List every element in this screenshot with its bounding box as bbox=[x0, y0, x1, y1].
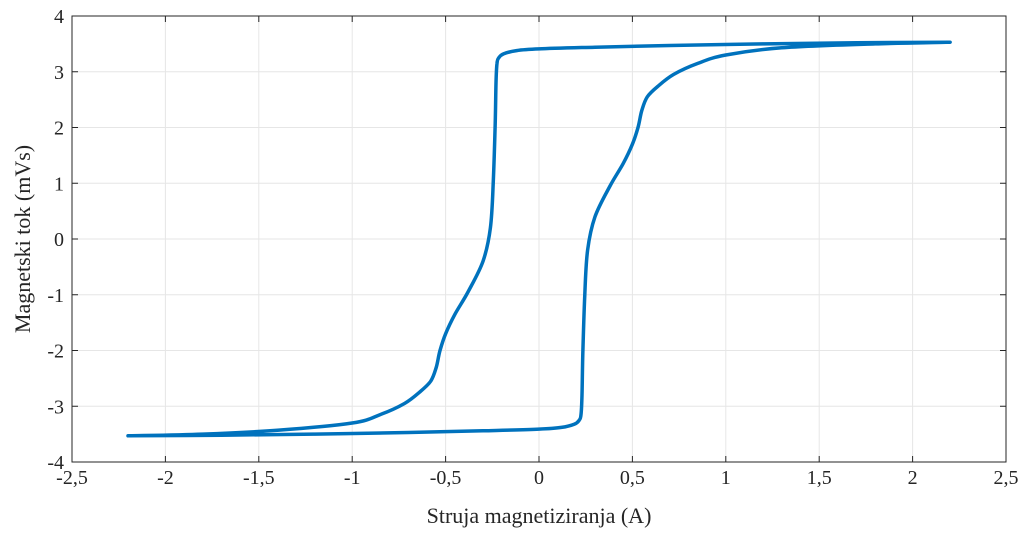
x-tick-labels: -2,5 -2 -1,5 -1 -0,5 0 0,5 1 1,5 2 2,5 bbox=[56, 467, 1018, 489]
y-tick-label: -3 bbox=[47, 396, 64, 418]
x-tick-label: 1 bbox=[721, 467, 731, 489]
x-tick-label: 2,5 bbox=[994, 467, 1019, 489]
y-tick-label: -1 bbox=[47, 285, 64, 307]
x-tick-label: 2 bbox=[908, 467, 918, 489]
x-tick-label: -2,5 bbox=[56, 467, 88, 489]
x-tick-label: 0,5 bbox=[620, 467, 645, 489]
x-tick-label: -1 bbox=[344, 467, 361, 489]
y-axis-label: Magnetski tok (mVs) bbox=[10, 145, 35, 333]
x-tick-label: -0,5 bbox=[430, 467, 462, 489]
y-tick-label: 0 bbox=[54, 229, 64, 251]
y-tick-label: 3 bbox=[54, 62, 64, 84]
tick-marks bbox=[71, 15, 1007, 463]
x-tick-label: -1,5 bbox=[243, 467, 275, 489]
y-tick-label: 4 bbox=[54, 6, 64, 28]
hysteresis-loop-line bbox=[126, 40, 952, 438]
x-axis-label: Struja magnetiziranja (A) bbox=[427, 503, 652, 528]
x-tick-label: 0 bbox=[534, 467, 544, 489]
y-tick-label: 1 bbox=[54, 173, 64, 195]
y-tick-label: -4 bbox=[47, 452, 64, 474]
y-tick-label: -2 bbox=[47, 341, 64, 363]
y-tick-label: 2 bbox=[54, 118, 64, 140]
data-series bbox=[126, 40, 952, 438]
x-tick-label: 1,5 bbox=[807, 467, 832, 489]
x-tick-label: -2 bbox=[157, 467, 174, 489]
y-tick-labels: -4 -3 -2 -1 0 1 2 3 4 bbox=[47, 6, 64, 474]
